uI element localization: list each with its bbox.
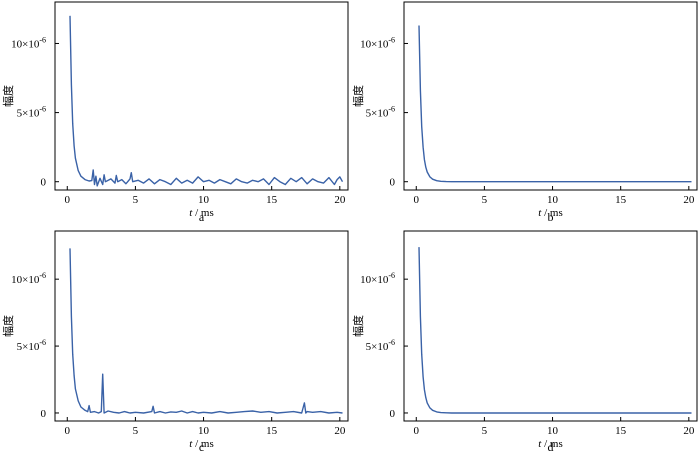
y-axis-label: 幅度 [351,85,365,107]
x-tick-label: 15 [266,194,278,206]
series-line [69,15,344,187]
y-tick-label: 0 [390,177,396,189]
x-tick-label: 10 [547,194,559,206]
panel-label: a [199,210,205,224]
y-tick-label: 0 [390,408,396,420]
panel-label: d [548,440,554,454]
x-tick-label: 0 [414,194,420,206]
x-tick-label: 20 [683,194,695,206]
y-axis-label: 幅度 [351,315,365,337]
y-axis-label: 幅度 [1,315,15,337]
x-tick-label: 15 [615,425,627,437]
x-axis-label: t / ms [189,438,213,450]
x-tick-label: 10 [198,194,210,206]
x-tick-label: 10 [547,425,559,437]
x-axis-label: t / ms [538,207,562,219]
y-tick-label: 10×10-6 [360,271,395,286]
y-tick-label: 5×10-6 [17,338,46,353]
panel-c: 0 5 10 15 20 0 5×10-6 10×10-6 t / ms 幅度 c [1,230,349,454]
plot-frame [403,230,698,422]
plot-frame [54,1,349,191]
x-tick-label: 5 [133,194,139,206]
x-axis-label: t / ms [538,438,562,450]
y-tick-label: 5×10-6 [366,105,395,120]
y-tick-label: 10×10-6 [360,35,395,50]
y-tick-label: 10×10-6 [11,35,46,50]
x-tick-label: 0 [414,425,420,437]
x-tick-label: 0 [65,194,71,206]
x-tick-label: 0 [65,425,71,437]
panel-a: 0 5 10 15 20 0 5×10-6 10×10-6 t / ms 幅度 a [1,1,349,224]
x-tick-label: 15 [615,194,627,206]
x-tick-label: 20 [334,425,346,437]
x-tick-label: 20 [683,425,695,437]
x-tick-label: 5 [482,425,488,437]
y-tick-label: 0 [41,408,47,420]
plot-frame [403,1,698,191]
series-line [418,25,692,183]
y-tick-label: 10×10-6 [11,271,46,286]
panel-label: c [199,440,204,454]
panel-label: b [548,210,554,224]
panel-d: 0 5 10 15 20 0 5×10-6 10×10-6 t / ms 幅度 d [351,230,698,454]
x-tick-label: 5 [133,425,139,437]
x-axis-label: t / ms [189,207,213,219]
x-tick-label: 20 [334,194,346,206]
x-tick-label: 15 [266,425,278,437]
x-tick-label: 5 [482,194,488,206]
plot-frame [54,230,349,422]
y-tick-label: 0 [41,177,47,189]
panel-b: 0 5 10 15 20 0 5×10-6 10×10-6 t / ms 幅度 b [351,1,698,224]
x-tick-label: 10 [198,425,210,437]
series-line [69,248,343,414]
series-line [418,247,692,414]
y-tick-label: 5×10-6 [17,105,46,120]
y-axis-label: 幅度 [1,85,15,107]
y-tick-label: 5×10-6 [366,338,395,353]
